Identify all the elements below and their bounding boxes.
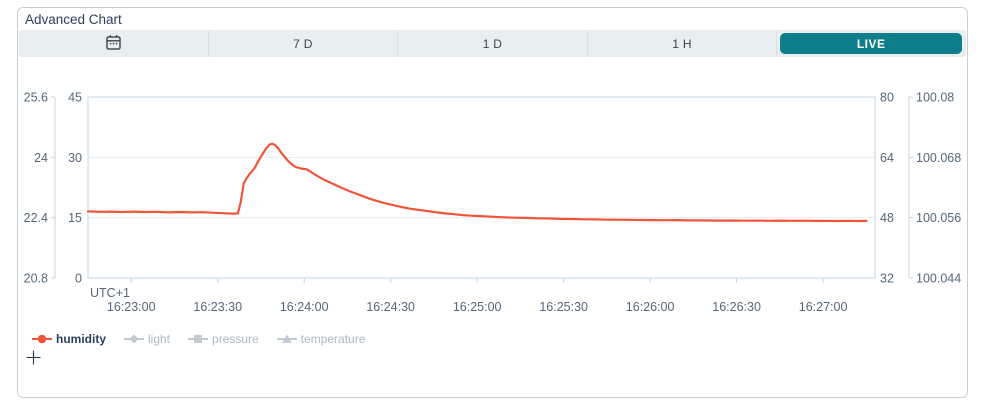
y-tick-label-light-axis: 45 xyxy=(68,91,82,105)
square-marker-icon xyxy=(188,335,209,343)
x-tick-label: 16:25:30 xyxy=(539,300,588,314)
x-tick-label: 16:23:00 xyxy=(107,300,156,314)
y-tick-label-pressure-axis: 100.056 xyxy=(916,211,961,225)
legend-item-pressure[interactable]: pressure xyxy=(188,332,259,346)
y-tick-label-pressure-axis: 100.08 xyxy=(916,91,954,105)
chart-canvas: 16:23:00 16:23:30 16:24:00 16:24:30 16:25:00… xyxy=(24,91,962,315)
legend-label-temperature: temperature xyxy=(300,332,366,346)
diamond-marker-icon xyxy=(124,334,144,344)
series-line-humidity[interactable] xyxy=(86,142,868,223)
y-tick-label-light-axis: 15 xyxy=(68,211,82,225)
x-tick-label: 16:25:00 xyxy=(453,300,502,314)
circle-marker-icon xyxy=(32,334,52,344)
legend: humidity light pressure temperature xyxy=(32,332,365,346)
calendar-button[interactable] xyxy=(19,30,208,57)
triangle-marker-icon xyxy=(276,334,297,343)
time-range-toolbar: 7 D 1 D 1 H LIVE xyxy=(19,30,966,57)
legend-label-pressure: pressure xyxy=(212,332,259,346)
legend-label-humidity: humidity xyxy=(56,332,106,346)
y-tick-label-temperature-axis: 22.4 xyxy=(24,211,48,225)
y-tick-label-humidity-axis: 32 xyxy=(880,272,894,286)
live-segment: LIVE xyxy=(776,30,966,57)
x-tick-label: 16:26:00 xyxy=(626,300,675,314)
y-tick-label-humidity-axis: 64 xyxy=(880,151,894,165)
y-tick-label-temperature-axis: 20.8 xyxy=(24,272,48,286)
advanced-chart-card: Advanced Chart 7 D 1 D 1 H xyxy=(17,7,968,398)
plus-icon[interactable] xyxy=(26,350,41,370)
x-tick-label: 16:24:00 xyxy=(280,300,329,314)
y-tick-label-humidity-axis: 80 xyxy=(880,91,894,105)
legend-label-light: light xyxy=(148,332,171,346)
y-tick-label-humidity-axis: 48 xyxy=(880,211,894,225)
y-tick-label-temperature-axis: 24 xyxy=(34,151,48,165)
range-button-1d-label: 1 D xyxy=(482,36,503,51)
range-button-7d[interactable]: 7 D xyxy=(207,30,398,57)
y-tick-label-pressure-axis: 100.044 xyxy=(916,272,961,286)
range-button-7d-label: 7 D xyxy=(293,36,313,51)
x-axis-timezone-label: UTC+1 xyxy=(90,286,130,300)
x-tick-label: 16:24:30 xyxy=(366,300,415,314)
range-button-1d[interactable]: 1 D xyxy=(397,30,587,57)
legend-item-light[interactable]: light xyxy=(124,332,170,346)
x-tick-label: 16:23:30 xyxy=(193,300,242,314)
live-button[interactable]: LIVE xyxy=(780,33,962,54)
card-title: Advanced Chart xyxy=(25,12,122,27)
x-tick-label: 16:26:30 xyxy=(712,300,761,314)
y-tick-label-light-axis: 30 xyxy=(68,151,82,165)
calendar-icon xyxy=(105,34,122,54)
plot-border xyxy=(87,96,876,279)
range-button-1h[interactable]: 1 H xyxy=(586,30,777,57)
range-button-1h-label: 1 H xyxy=(672,36,692,51)
legend-item-temperature[interactable]: temperature xyxy=(276,332,366,346)
y-tick-label-light-axis: 0 xyxy=(75,272,82,286)
y-tick-label-pressure-axis: 100.068 xyxy=(916,151,961,165)
legend-item-humidity[interactable]: humidity xyxy=(32,332,106,346)
y-tick-label-temperature-axis: 25.6 xyxy=(24,91,48,105)
x-tick-label: 16:27:00 xyxy=(799,300,848,314)
